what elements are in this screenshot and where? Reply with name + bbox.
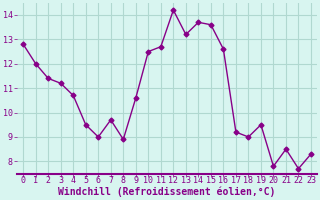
X-axis label: Windchill (Refroidissement éolien,°C): Windchill (Refroidissement éolien,°C) [58, 187, 276, 197]
